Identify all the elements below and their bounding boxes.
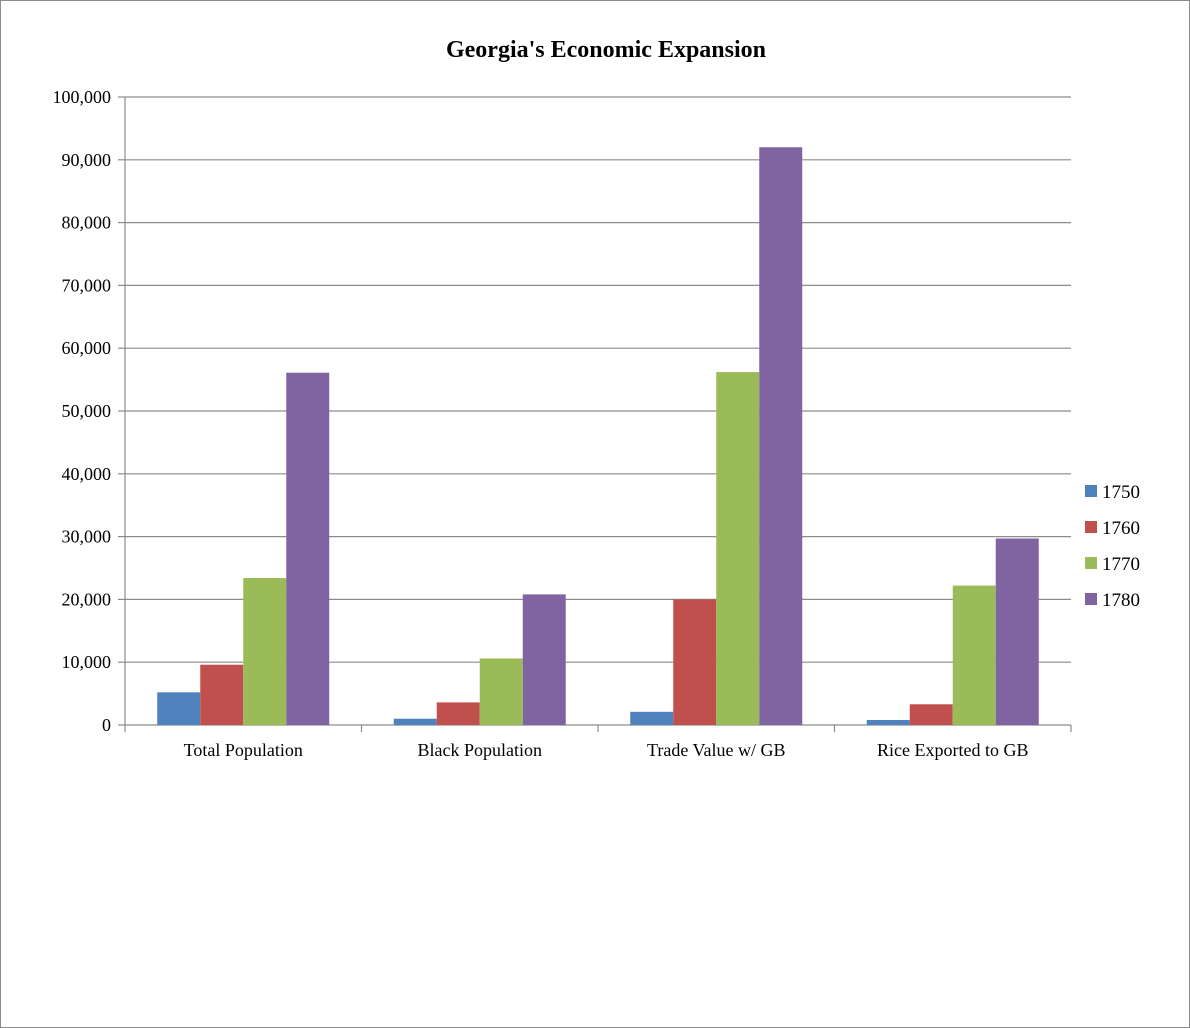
bar-1780 [995,538,1039,725]
legend-swatch [1085,521,1097,533]
bar-1780 [286,372,330,725]
bar-1770 [716,372,760,725]
y-tick-label: 70,000 [62,275,112,295]
legend-swatch [1085,593,1097,605]
legend-label: 1780 [1102,590,1140,611]
y-tick-label: 80,000 [62,213,112,233]
chart-title: Georgia's Economic Expansion [446,37,766,63]
x-tick-label: Trade Value w/ GB [647,740,786,760]
legend-label: 1750 [1102,482,1140,503]
y-tick-label: 20,000 [62,589,112,609]
bar-1750 [393,718,437,725]
bar-1780 [759,147,803,726]
x-tick-label: Black Population [418,740,543,760]
bar-1760 [673,599,717,725]
bar-1750 [630,711,674,725]
bar-1760 [436,702,480,725]
legend: 1750 1760 1770 1780 [1085,482,1140,611]
y-tick-label: 90,000 [62,150,112,170]
gridlines [125,96,1071,663]
y-tick-label: 30,000 [62,527,112,547]
y-tick-label: 0 [102,715,111,735]
bar-1770 [243,578,287,725]
y-tick-label: 100,000 [53,87,112,107]
legend-swatch [1085,557,1097,569]
y-tick-label: 60,000 [62,338,112,358]
bar-1770 [952,585,996,725]
bar-1760 [200,664,244,725]
legend-swatch [1085,485,1097,497]
bar-1760 [909,704,953,725]
x-tick-label: Rice Exported to GB [877,740,1028,760]
y-tick-label: 50,000 [62,401,112,421]
legend-label: 1770 [1102,554,1140,575]
y-tick-label: 40,000 [62,464,112,484]
axes: 0 10,000 20,000 30,000 40,000 50,000 60,000 70,… [53,87,1072,760]
legend-label: 1760 [1102,518,1140,539]
x-tick-label: Total Population [184,740,303,760]
y-tick-label: 10,000 [62,652,112,672]
bars [157,147,1039,726]
bar-1770 [479,658,523,725]
bar-1780 [522,594,566,725]
bar-1750 [866,719,910,725]
bar-1750 [157,692,201,725]
